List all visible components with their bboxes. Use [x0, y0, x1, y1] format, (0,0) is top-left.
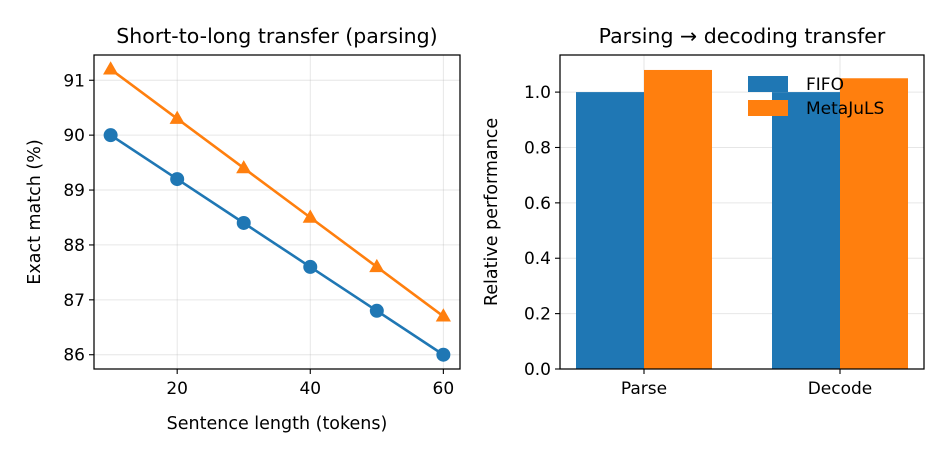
- plot-area: [576, 69, 908, 369]
- y-tick-label: 0.8: [524, 138, 551, 158]
- legend-label: MetaJuLS: [806, 99, 884, 119]
- y-tick-label: 0.6: [524, 194, 551, 214]
- y-tick-label: 0.0: [524, 360, 551, 380]
- y-axis: 86 87 88 89 90 91: [63, 71, 94, 366]
- data-point: [436, 347, 451, 362]
- data-point: [103, 61, 119, 75]
- chart-title: Parsing → decoding transfer: [599, 24, 886, 48]
- y-axis: 0.0 0.2 0.4 0.6 0.8 1.0: [524, 83, 560, 380]
- y-tick-label: 89: [63, 181, 85, 201]
- bar: [644, 69, 712, 369]
- x-tick-label: 60: [433, 379, 455, 399]
- x-axis-label: Sentence length (tokens): [167, 414, 388, 434]
- series-1: [103, 128, 451, 362]
- data-point: [169, 110, 185, 124]
- x-tick-label: 40: [299, 379, 321, 399]
- data-point: [369, 258, 385, 273]
- data-point: [103, 128, 118, 143]
- legend: FIFO MetaJuLS: [748, 75, 884, 119]
- series-line: [109, 134, 445, 356]
- legend-label: FIFO: [806, 75, 844, 95]
- bar-chart: Parsing → decoding transfer Parse Decode …: [482, 24, 925, 399]
- bar: [772, 92, 840, 369]
- x-axis: Parse Decode: [621, 369, 872, 399]
- y-tick-label: 0.2: [524, 305, 551, 325]
- plot-area: [103, 61, 451, 362]
- data-point: [302, 209, 318, 223]
- bar: [840, 78, 908, 369]
- series-line: [109, 68, 445, 318]
- data-point: [369, 303, 384, 318]
- y-tick-label: 91: [63, 71, 85, 91]
- axes-frame: [559, 54, 925, 370]
- x-tick-label: 20: [166, 379, 188, 399]
- y-tick-label: 88: [63, 236, 85, 256]
- line-chart: Short-to-long transfer (parsing) 20 40 60 …: [25, 24, 461, 434]
- y-tick-label: 0.4: [524, 249, 551, 269]
- grid: [94, 55, 460, 369]
- data-point: [236, 160, 252, 174]
- axes-frame: [93, 54, 461, 370]
- y-tick-label: 90: [63, 126, 85, 146]
- data-point: [170, 172, 185, 187]
- y-tick-label: 1.0: [524, 83, 551, 103]
- x-tick-label: Parse: [621, 379, 667, 399]
- y-axis-label: Exact match (%): [25, 139, 45, 284]
- data-point: [435, 308, 451, 322]
- y-tick-label: 87: [63, 291, 85, 311]
- data-point: [303, 259, 318, 274]
- y-axis-label: Relative performance: [482, 118, 502, 306]
- legend-swatch: [748, 76, 788, 92]
- bar: [576, 92, 644, 369]
- chart-title: Short-to-long transfer (parsing): [116, 24, 437, 48]
- legend-swatch: [748, 100, 788, 116]
- data-point: [236, 215, 251, 230]
- x-tick-label: Decode: [808, 379, 873, 399]
- x-axis: 20 40 60: [166, 369, 454, 399]
- series-2: [103, 61, 451, 322]
- y-tick-label: 86: [63, 346, 85, 366]
